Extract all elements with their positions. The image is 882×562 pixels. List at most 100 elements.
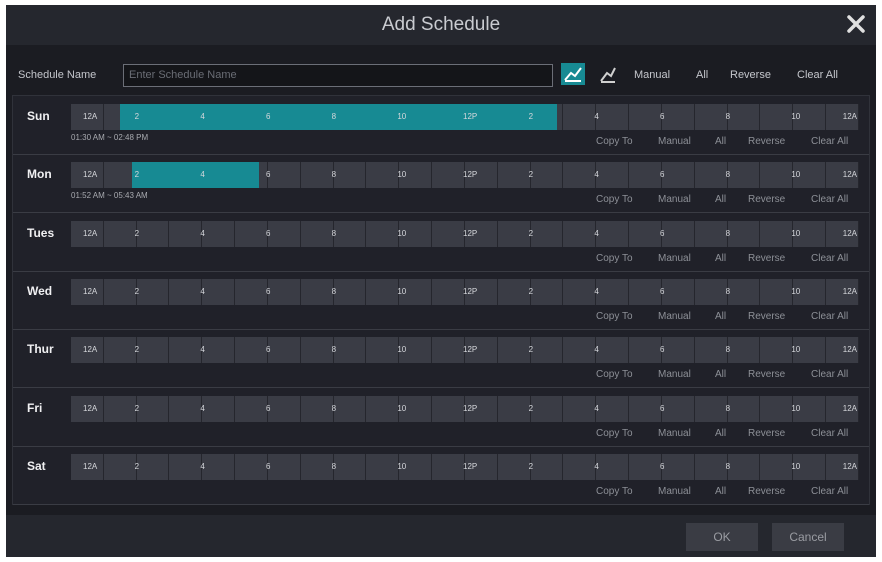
row-button[interactable]: Copy To — [596, 194, 633, 206]
hour-cell — [137, 395, 170, 422]
toolbar-button[interactable]: All — [696, 69, 709, 81]
hour-cell — [301, 278, 334, 305]
hour-cell — [432, 220, 465, 247]
hour-cell — [268, 337, 301, 364]
row-button[interactable]: Clear All — [811, 252, 849, 264]
day-row: Thur 12A 2 4 6 8 10 12P 2 4 6 8 10 12A Copy To Manual Al… — [13, 329, 869, 389]
time-label: 8 — [725, 286, 731, 296]
row-button[interactable]: Reverse — [748, 427, 786, 439]
row-button[interactable]: All — [715, 252, 727, 264]
time-bar[interactable]: 12A 2 4 6 8 10 12P 2 4 6 8 10 12A — [71, 395, 859, 422]
toolbar-button[interactable]: Manual — [634, 69, 671, 81]
cancel-button[interactable]: Cancel — [772, 523, 844, 551]
hour-cell — [564, 162, 597, 189]
time-label: 6 — [660, 228, 665, 238]
row-button[interactable]: Clear All — [811, 136, 849, 147]
time-bar[interactable]: 12A 2 4 6 8 10 12P 2 4 6 8 10 12A — [71, 220, 859, 247]
time-label: 10 — [397, 286, 407, 296]
row-button[interactable]: Clear All — [811, 485, 849, 497]
row-button[interactable]: Copy To — [596, 369, 633, 381]
row-button[interactable]: All — [715, 310, 727, 322]
hour-cell — [695, 104, 728, 130]
time-bar[interactable]: 12A 2 4 6 8 10 12P 2 4 6 8 10 12A — [71, 278, 859, 305]
hour-cell — [235, 278, 268, 305]
hour-cell — [301, 453, 334, 480]
hour-cell — [170, 395, 203, 422]
hour-cell — [104, 453, 137, 480]
hour-cell — [662, 278, 695, 305]
hour-cell — [170, 337, 203, 364]
row-button[interactable]: All — [715, 427, 727, 439]
hour-cell — [399, 453, 433, 480]
hour-cell — [596, 278, 630, 305]
hour-cell — [695, 337, 728, 364]
row-button[interactable]: Copy To — [596, 427, 633, 439]
row-button[interactable]: Copy To — [596, 136, 633, 147]
hour-cell — [268, 395, 301, 422]
ok-button[interactable]: OK — [686, 523, 758, 551]
row-button[interactable]: Copy To — [596, 310, 633, 322]
hour-cell — [170, 220, 203, 247]
hour-cell — [728, 104, 761, 130]
schedule-block — [132, 162, 259, 189]
time-label: 4 — [594, 286, 599, 296]
row-button[interactable]: Reverse — [748, 194, 786, 206]
row-button[interactable]: Copy To — [596, 252, 633, 264]
row-button[interactable]: Reverse — [748, 485, 786, 497]
time-label: 6 — [660, 112, 665, 121]
row-button[interactable]: Clear All — [811, 194, 849, 206]
hour-cell — [793, 278, 827, 305]
toolbar-button[interactable]: Clear All — [797, 69, 838, 81]
hour-cell — [761, 162, 794, 189]
time-bar[interactable]: 12A 2 4 6 8 10 12P 2 4 6 8 10 12A — [71, 162, 859, 189]
erase-tool[interactable] — [598, 63, 618, 85]
row-button[interactable]: Reverse — [748, 136, 786, 147]
hour-cell — [793, 104, 827, 130]
hour-cell — [202, 453, 236, 480]
hour-cell — [826, 162, 859, 189]
row-button[interactable]: Copy To — [596, 485, 633, 497]
row-button[interactable]: Manual — [658, 427, 691, 439]
time-label: 8 — [331, 112, 337, 121]
name-input[interactable]: Enter Schedule Name — [123, 64, 553, 87]
row-button[interactable]: All — [715, 485, 727, 497]
time-bar[interactable]: 12A 2 4 6 8 10 12P 2 4 6 8 10 12A — [71, 337, 859, 364]
time-label: 10 — [397, 403, 407, 413]
hour-cell — [202, 278, 236, 305]
hour-cell — [596, 162, 630, 189]
row-button[interactable]: All — [715, 369, 727, 381]
time-bar[interactable]: 12A 2 4 6 8 10 12P 2 4 6 8 10 12A — [71, 453, 859, 480]
row-button[interactable]: Manual — [658, 136, 691, 147]
row-button[interactable]: All — [715, 194, 727, 206]
row-button[interactable]: All — [715, 136, 727, 147]
row-button[interactable]: Reverse — [748, 369, 786, 381]
row-button[interactable]: Manual — [658, 485, 691, 497]
hour-cell — [465, 395, 498, 422]
time-label: 6 — [266, 286, 271, 296]
time-bar[interactable]: 12A 2 4 6 8 10 12P 2 4 6 8 10 12A — [71, 104, 859, 130]
row-button[interactable]: Manual — [658, 194, 691, 206]
hour-cell — [498, 337, 531, 364]
add-tool[interactable] — [561, 63, 585, 85]
hour-cell — [826, 453, 859, 480]
close-button[interactable] — [846, 14, 866, 34]
day-label: Sat — [27, 458, 46, 473]
hour-cell — [334, 162, 367, 189]
row-button[interactable]: Manual — [658, 369, 691, 381]
hour-cell — [367, 278, 400, 305]
time-label: 8 — [331, 286, 337, 296]
row-button[interactable]: Manual — [658, 310, 691, 322]
row-button[interactable]: Clear All — [811, 369, 849, 381]
row-button[interactable]: Clear All — [811, 310, 849, 322]
hour-cell — [531, 104, 564, 130]
toolbar-button[interactable]: Reverse — [730, 69, 771, 81]
row-button[interactable]: Reverse — [748, 252, 786, 264]
day-label: Wed — [27, 283, 53, 298]
row-button[interactable]: Clear All — [811, 427, 849, 439]
time-label: 2 — [528, 403, 534, 413]
row-button[interactable]: Reverse — [748, 310, 786, 322]
hour-cell — [629, 162, 662, 189]
row-button[interactable]: Manual — [658, 252, 691, 264]
hour-cell — [71, 453, 104, 480]
hour-cell — [728, 278, 761, 305]
